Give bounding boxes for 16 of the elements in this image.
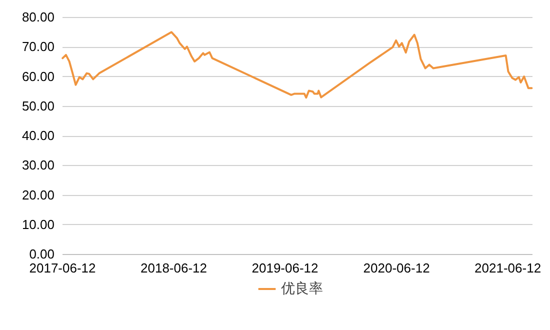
x-tick-label: 2021-06-12 bbox=[474, 260, 542, 276]
x-tick-label: 2018-06-12 bbox=[140, 260, 207, 276]
y-tick-label: 80.00 bbox=[22, 10, 54, 24]
x-tick-label: 2019-06-12 bbox=[252, 260, 318, 276]
y-tick-label: 30.00 bbox=[22, 158, 54, 173]
y-tick-label: 50.00 bbox=[22, 98, 54, 114]
y-tick-label: 20.00 bbox=[22, 187, 54, 202]
y-tick-label: 40.00 bbox=[22, 128, 54, 143]
y-tick-label: 70.00 bbox=[22, 39, 54, 54]
x-tick-label: 2017-06-12 bbox=[29, 260, 96, 276]
y-tick-label: 10.00 bbox=[22, 216, 54, 232]
legend-label: 优良率 bbox=[281, 280, 323, 296]
line-series bbox=[62, 31, 533, 99]
y-tick-label: 0.00 bbox=[29, 246, 54, 262]
x-tick-label: 2020-06-12 bbox=[363, 260, 430, 276]
y-tick-label: 60.00 bbox=[22, 68, 54, 84]
